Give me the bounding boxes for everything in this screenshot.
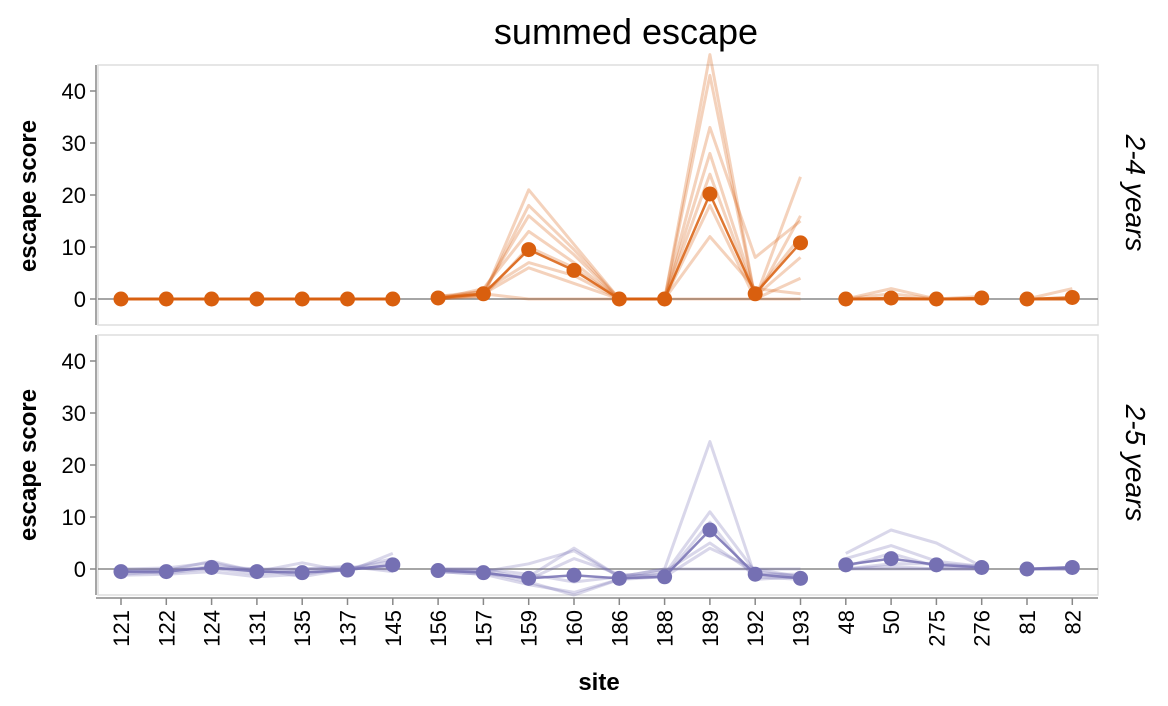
- mean-line: [845, 557, 982, 569]
- mean-point: [204, 291, 220, 307]
- mean-point: [158, 564, 174, 580]
- x-tick-label: 81: [1015, 610, 1040, 634]
- x-tick-label: 145: [381, 610, 406, 647]
- mean-point: [340, 562, 355, 578]
- mean-point: [838, 557, 854, 573]
- mean-point: [838, 291, 854, 307]
- x-tick-label: 157: [471, 610, 496, 647]
- mean-point: [611, 291, 627, 307]
- y-tick-label: 30: [62, 131, 86, 156]
- x-tick-label: 275: [924, 610, 949, 647]
- mean-point: [521, 570, 537, 586]
- x-tick-label: 193: [789, 610, 814, 647]
- mean-point: [657, 569, 673, 585]
- facet-2-5-years: escape score 2-5 years 0 10 20 30 40: [15, 334, 1151, 597]
- x-tick-label: 192: [743, 610, 768, 647]
- y-axis-label-top: escape score: [15, 120, 42, 272]
- mean-point: [204, 559, 220, 575]
- mean-point: [1019, 291, 1035, 307]
- x-tick-label: 135: [290, 610, 315, 647]
- x-axis: 121 122 124 131 135 137 145 156 157 159 160 186 188 1…: [96, 597, 1098, 647]
- x-tick-label: 124: [200, 610, 225, 647]
- facet-label-2-4-years: 2-4 years: [1120, 134, 1151, 252]
- x-tick-label: 137: [336, 610, 361, 647]
- x-tick-label: 82: [1060, 610, 1085, 634]
- mean-point: [113, 291, 129, 307]
- mean-point: [340, 291, 355, 307]
- x-tick-label: 189: [698, 610, 723, 647]
- mean-line: [1026, 566, 1073, 571]
- mean-point: [747, 286, 763, 302]
- x-tick-label: 276: [970, 610, 995, 647]
- mean-point: [611, 570, 627, 586]
- mean-point: [475, 565, 491, 581]
- x-tick-label: 121: [109, 610, 134, 647]
- x-tick-label: 188: [653, 610, 678, 647]
- mean-point: [974, 559, 990, 575]
- mean-point: [294, 565, 310, 581]
- y-tick-label: 30: [62, 401, 86, 426]
- mean-point: [249, 564, 265, 580]
- series-line: [845, 551, 982, 571]
- mean-point: [566, 262, 582, 278]
- mean-point: [158, 291, 174, 307]
- chart-title: summed escape: [494, 11, 758, 52]
- series-line: [845, 544, 982, 568]
- y-tick-label: 20: [62, 183, 86, 208]
- panel-frame: [97, 64, 1099, 326]
- x-tick-label: 186: [607, 610, 632, 647]
- mean-point: [1064, 559, 1080, 575]
- mean-point: [1019, 561, 1035, 577]
- mean-point: [430, 290, 446, 306]
- mean-point: [521, 242, 537, 258]
- mean-point: [974, 290, 990, 306]
- y-tick-label: 20: [62, 453, 86, 478]
- mean-point: [294, 291, 310, 307]
- mean-line: [845, 296, 982, 301]
- y-tick-label: 40: [62, 79, 86, 104]
- mean-point: [430, 563, 446, 579]
- series-line: [845, 564, 982, 571]
- mean-point: [883, 551, 899, 567]
- mean-point: [928, 557, 944, 573]
- series-line: [1026, 287, 1073, 301]
- mean-line: [1026, 296, 1073, 301]
- y-tick-label: 10: [62, 505, 86, 530]
- mean-point: [793, 570, 808, 586]
- x-tick-label: 50: [879, 610, 904, 634]
- mean-point: [113, 564, 129, 580]
- facet-2-4-years: escape score 2-4 years 0 10 20 30 40: [15, 53, 1151, 326]
- x-tick-label: 131: [245, 610, 270, 647]
- x-tick-label: 48: [834, 610, 859, 634]
- y-axis-label-bottom: escape score: [15, 389, 42, 541]
- mean-point: [883, 290, 899, 306]
- y-tick-label: 0: [74, 287, 86, 312]
- x-tick-label: 160: [562, 610, 587, 647]
- facet-label-2-5-years: 2-5 years: [1120, 404, 1151, 522]
- mean-point: [793, 235, 808, 251]
- mean-point: [385, 557, 401, 573]
- panel-frame: [97, 334, 1099, 596]
- mean-point: [928, 291, 944, 307]
- x-tick-label: 156: [426, 610, 451, 647]
- mean-point: [249, 291, 265, 307]
- x-tick-label: 122: [154, 610, 179, 647]
- mean-point: [702, 186, 718, 202]
- y-tick-label: 40: [62, 349, 86, 374]
- mean-point: [475, 286, 491, 302]
- mean-point: [1064, 289, 1080, 305]
- mean-point: [702, 522, 718, 538]
- x-tick-label: 159: [517, 610, 542, 647]
- y-tick-label: 10: [62, 235, 86, 260]
- series-line: [845, 528, 983, 568]
- y-tick-label: 0: [74, 557, 86, 582]
- mean-point: [566, 567, 582, 583]
- mean-point: [747, 566, 763, 582]
- x-axis-label: site: [578, 669, 619, 696]
- mean-point: [657, 291, 673, 307]
- mean-point: [385, 291, 401, 307]
